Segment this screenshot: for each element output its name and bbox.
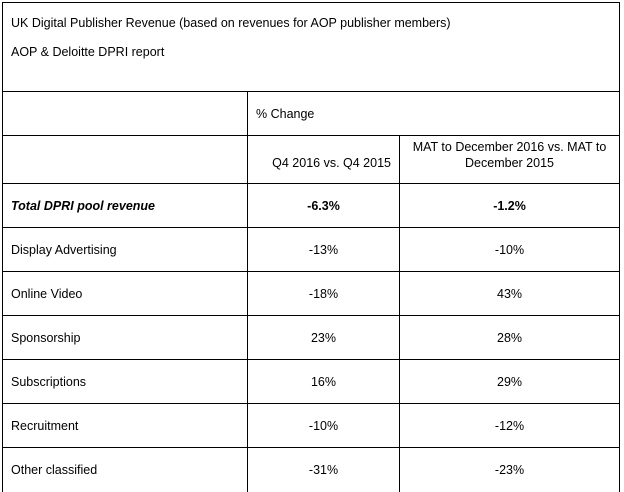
row-label: Sponsorship bbox=[2, 315, 248, 360]
row-q4-value: -10% bbox=[247, 403, 400, 448]
row-q4-value: -31% bbox=[247, 447, 400, 492]
row-label: Recruitment bbox=[2, 403, 248, 448]
empty-column-header-cell bbox=[2, 135, 248, 184]
table-row: Sponsorship 23% 28% bbox=[2, 315, 621, 360]
column-header-q4: Q4 2016 vs. Q4 2015 bbox=[247, 135, 400, 184]
row-q4-value: 16% bbox=[247, 359, 400, 404]
row-mat-value: 29% bbox=[398, 359, 621, 404]
title-row: UK Digital Publisher Revenue (based on r… bbox=[1, 2, 621, 92]
pct-change-label: % Change bbox=[246, 91, 621, 136]
row-mat-value: -12% bbox=[398, 403, 621, 448]
table-row-total: Total DPRI pool revenue -6.3% -1.2% bbox=[2, 183, 621, 228]
row-label: Subscriptions bbox=[2, 359, 248, 404]
row-q4-value: -18% bbox=[247, 271, 400, 316]
table-row: Subscriptions 16% 29% bbox=[2, 359, 621, 404]
title-cell: UK Digital Publisher Revenue (based on r… bbox=[1, 2, 621, 92]
row-mat-value: -23% bbox=[398, 447, 621, 492]
table-row: Display Advertising -13% -10% bbox=[2, 227, 621, 272]
row-mat-value: 28% bbox=[398, 315, 621, 360]
row-label: Online Video bbox=[2, 271, 248, 316]
row-mat-value: -1.2% bbox=[398, 183, 621, 228]
table-row: Online Video -18% 43% bbox=[2, 271, 621, 316]
row-q4-value: -13% bbox=[247, 227, 400, 272]
column-header-row: Q4 2016 vs. Q4 2015 MAT to December 2016… bbox=[2, 135, 621, 184]
row-q4-value: 23% bbox=[247, 315, 400, 360]
row-label: Display Advertising bbox=[2, 227, 248, 272]
row-label: Other classified bbox=[2, 447, 248, 492]
table-row: Other classified -31% -23% bbox=[2, 447, 621, 492]
pct-change-row: % Change bbox=[2, 91, 621, 136]
empty-header-cell bbox=[2, 91, 248, 136]
column-header-mat: MAT to December 2016 vs. MAT to December… bbox=[398, 135, 621, 184]
row-label: Total DPRI pool revenue bbox=[2, 183, 248, 228]
table-title: UK Digital Publisher Revenue (based on r… bbox=[11, 16, 451, 30]
row-mat-value: -10% bbox=[398, 227, 621, 272]
row-mat-value: 43% bbox=[398, 271, 621, 316]
row-q4-value: -6.3% bbox=[247, 183, 400, 228]
table-subtitle: AOP & Deloitte DPRI report bbox=[11, 45, 165, 59]
table-row: Recruitment -10% -12% bbox=[2, 403, 621, 448]
